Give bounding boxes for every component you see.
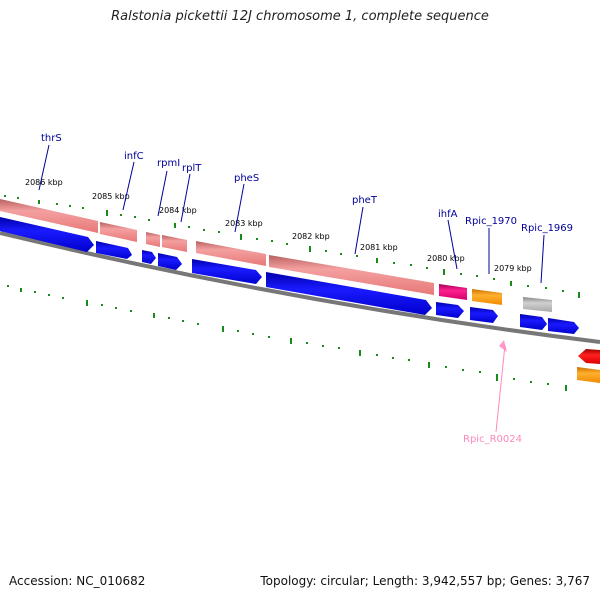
reverse-strand-features[interactable]: [499, 340, 600, 383]
cds-arrow[interactable]: [0, 217, 94, 252]
cds-arrow[interactable]: [436, 302, 464, 318]
gene-label-pheS[interactable]: pheS: [234, 173, 259, 184]
cds-arrow[interactable]: [142, 250, 156, 264]
gene-feature-rpic-1970[interactable]: [472, 289, 502, 305]
gene-label-rplT[interactable]: rplT: [182, 163, 202, 174]
cds-arrow[interactable]: [520, 314, 547, 330]
cds-track[interactable]: [0, 217, 579, 334]
gene-label-pheT[interactable]: pheT: [352, 195, 378, 206]
gene-feature-rplT[interactable]: [162, 235, 187, 252]
outer-tick-ring: [4, 195, 580, 298]
gene-feature-thrS[interactable]: [0, 199, 98, 233]
gene-feature-pheT[interactable]: [269, 255, 434, 295]
kbp-label: 2083 kbp: [225, 219, 263, 228]
topology-summary: Topology: circular; Length: 3,942,557 bp…: [260, 574, 590, 588]
trna-marker[interactable]: [499, 340, 507, 352]
gene-track[interactable]: [0, 199, 552, 312]
inner-tick-ring: [7, 285, 567, 391]
cds-arrow[interactable]: [192, 259, 262, 284]
gene-label-rpmI[interactable]: rpmI: [157, 158, 180, 169]
cds-arrow[interactable]: [470, 307, 498, 323]
gene-label-ihfA[interactable]: ihfA: [438, 209, 458, 220]
cds-arrow[interactable]: [96, 241, 132, 259]
accession-label: Accession: NC_010682: [9, 574, 146, 588]
gene-feature-rpic-1969[interactable]: [523, 297, 552, 312]
gene-feature-pheS[interactable]: [196, 241, 266, 266]
gene-label-infC[interactable]: infC: [124, 151, 144, 162]
gene-label-rpic-1969[interactable]: Rpic_1969: [521, 223, 573, 234]
gene-label-rpic-r0024[interactable]: Rpic_R0024: [463, 434, 522, 445]
cds-arrow[interactable]: [266, 272, 432, 315]
kbp-label: 2082 kbp: [292, 232, 330, 241]
gene-label-rpic-1970[interactable]: Rpic_1970: [465, 216, 517, 227]
gene-feature-infC[interactable]: [100, 222, 137, 242]
gene-feature-ihfA[interactable]: [439, 284, 467, 300]
cds-arrow-reverse[interactable]: [578, 349, 600, 364]
chromosome-backbone: [0, 231, 600, 344]
gene-label-thrS[interactable]: thrS: [41, 133, 62, 144]
kbp-label: 2085 kbp: [92, 192, 130, 201]
gene-labels: thrS infC rpmI rplT pheS pheT ihfA Rpic_…: [41, 133, 573, 445]
kbp-label: 2086 kbp: [25, 178, 63, 187]
map-title: Ralstonia pickettii 12J chromosome 1, co…: [111, 9, 489, 24]
label-leaders: [38, 144, 545, 433]
kbp-label: 2084 kbp: [159, 206, 197, 215]
kbp-scale-labels: 2086 kbp 2085 kbp 2084 kbp 2083 kbp 2082…: [25, 178, 532, 273]
gene-feature-rpmI[interactable]: [146, 232, 160, 247]
kbp-label: 2080 kbp: [427, 254, 465, 263]
gene-feature-reverse[interactable]: [577, 367, 600, 383]
cds-arrow[interactable]: [548, 318, 579, 334]
kbp-label: 2079 kbp: [494, 264, 532, 273]
kbp-label: 2081 kbp: [360, 243, 398, 252]
cds-arrow[interactable]: [158, 253, 182, 270]
